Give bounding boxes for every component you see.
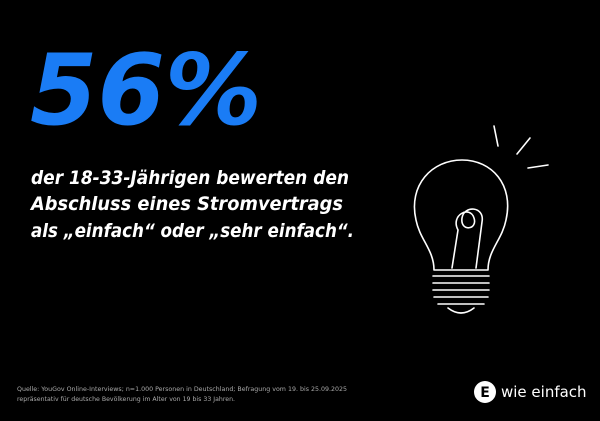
ray <box>493 125 499 147</box>
logo-icon: E <box>480 385 490 401</box>
bulb-tip <box>447 307 475 314</box>
logo-circle <box>474 381 496 403</box>
headline: 56% <box>30 34 262 148</box>
statement-line: als „einfach“ oder „sehr einfach“. <box>31 220 354 242</box>
logo-text: wie einfach <box>501 383 587 401</box>
source-line: Quelle: YouGov Online-Interviews; n=1.00… <box>17 385 347 393</box>
bulb-base <box>432 275 490 305</box>
source-line: repräsentativ für deutsche Bevölkerung i… <box>17 395 235 403</box>
ray <box>516 137 531 155</box>
filament <box>451 208 483 269</box>
bulb-glass <box>413 159 509 271</box>
logo: E wie einfach <box>474 381 587 403</box>
ray <box>527 164 549 169</box>
bulb-icon <box>413 125 549 314</box>
statement-line: der 18-33-Jährigen bewerten den <box>31 167 349 189</box>
statement-line: Abschluss eines Stromvertrags <box>29 193 343 215</box>
